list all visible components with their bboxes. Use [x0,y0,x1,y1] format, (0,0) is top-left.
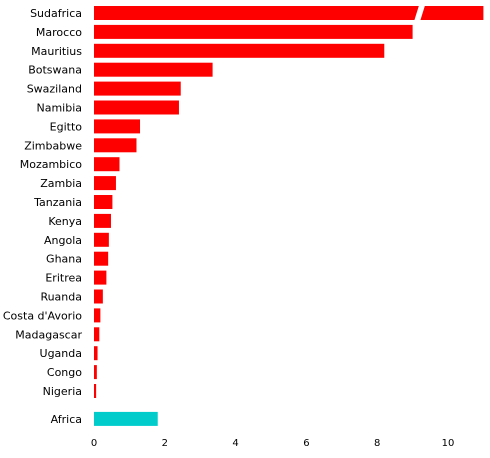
category-label: Sudafrica [30,7,82,20]
category-label: Ruanda [40,291,82,304]
category-label: Marocco [36,26,82,39]
x-tick-label: 6 [303,438,309,449]
category-label: Botswana [28,64,82,77]
category-label: Egitto [50,120,83,133]
bar [94,327,100,342]
bar [94,346,98,361]
bar [94,157,120,172]
bar [94,62,213,77]
x-tick-label: 4 [232,438,238,449]
bar [94,6,484,20]
x-tick-label: 8 [374,438,380,449]
category-label: Zambia [40,177,82,190]
category-label: Zimbabwe [24,139,82,152]
bar [94,119,141,134]
category-label: Tanzania [33,196,82,209]
category-label: Eritrea [45,272,82,285]
category-label: Mauritius [31,45,82,58]
category-label: Congo [47,366,82,379]
bar [94,100,179,115]
category-label: Africa [51,413,82,426]
bar [94,43,385,58]
bar-africa [94,411,158,426]
category-label: Swaziland [27,83,82,96]
category-label: Nigeria [43,385,82,398]
bar [94,138,137,153]
bar [94,213,111,228]
bar [94,81,181,96]
bar [94,176,116,191]
x-tick-label: 2 [162,438,168,449]
axis-break-mark [414,5,426,21]
bar [94,384,97,398]
category-label: Uganda [40,347,82,360]
bar [94,232,109,247]
bar [94,195,113,209]
x-tick-label: 0 [91,438,97,449]
bar [94,289,103,304]
category-label: Kenya [48,215,82,228]
x-tick-label: 10 [442,438,455,449]
category-label: Ghana [46,253,82,266]
bar [94,308,101,323]
category-label: Costa d'Avorio [3,309,82,322]
category-label: Madagascar [15,328,82,341]
category-label: Namibia [36,102,82,115]
bar [94,365,97,380]
category-label: Mozambico [20,158,83,171]
bar [94,24,413,39]
bar [94,270,107,285]
bar [94,251,109,266]
category-label: Angola [44,234,82,247]
